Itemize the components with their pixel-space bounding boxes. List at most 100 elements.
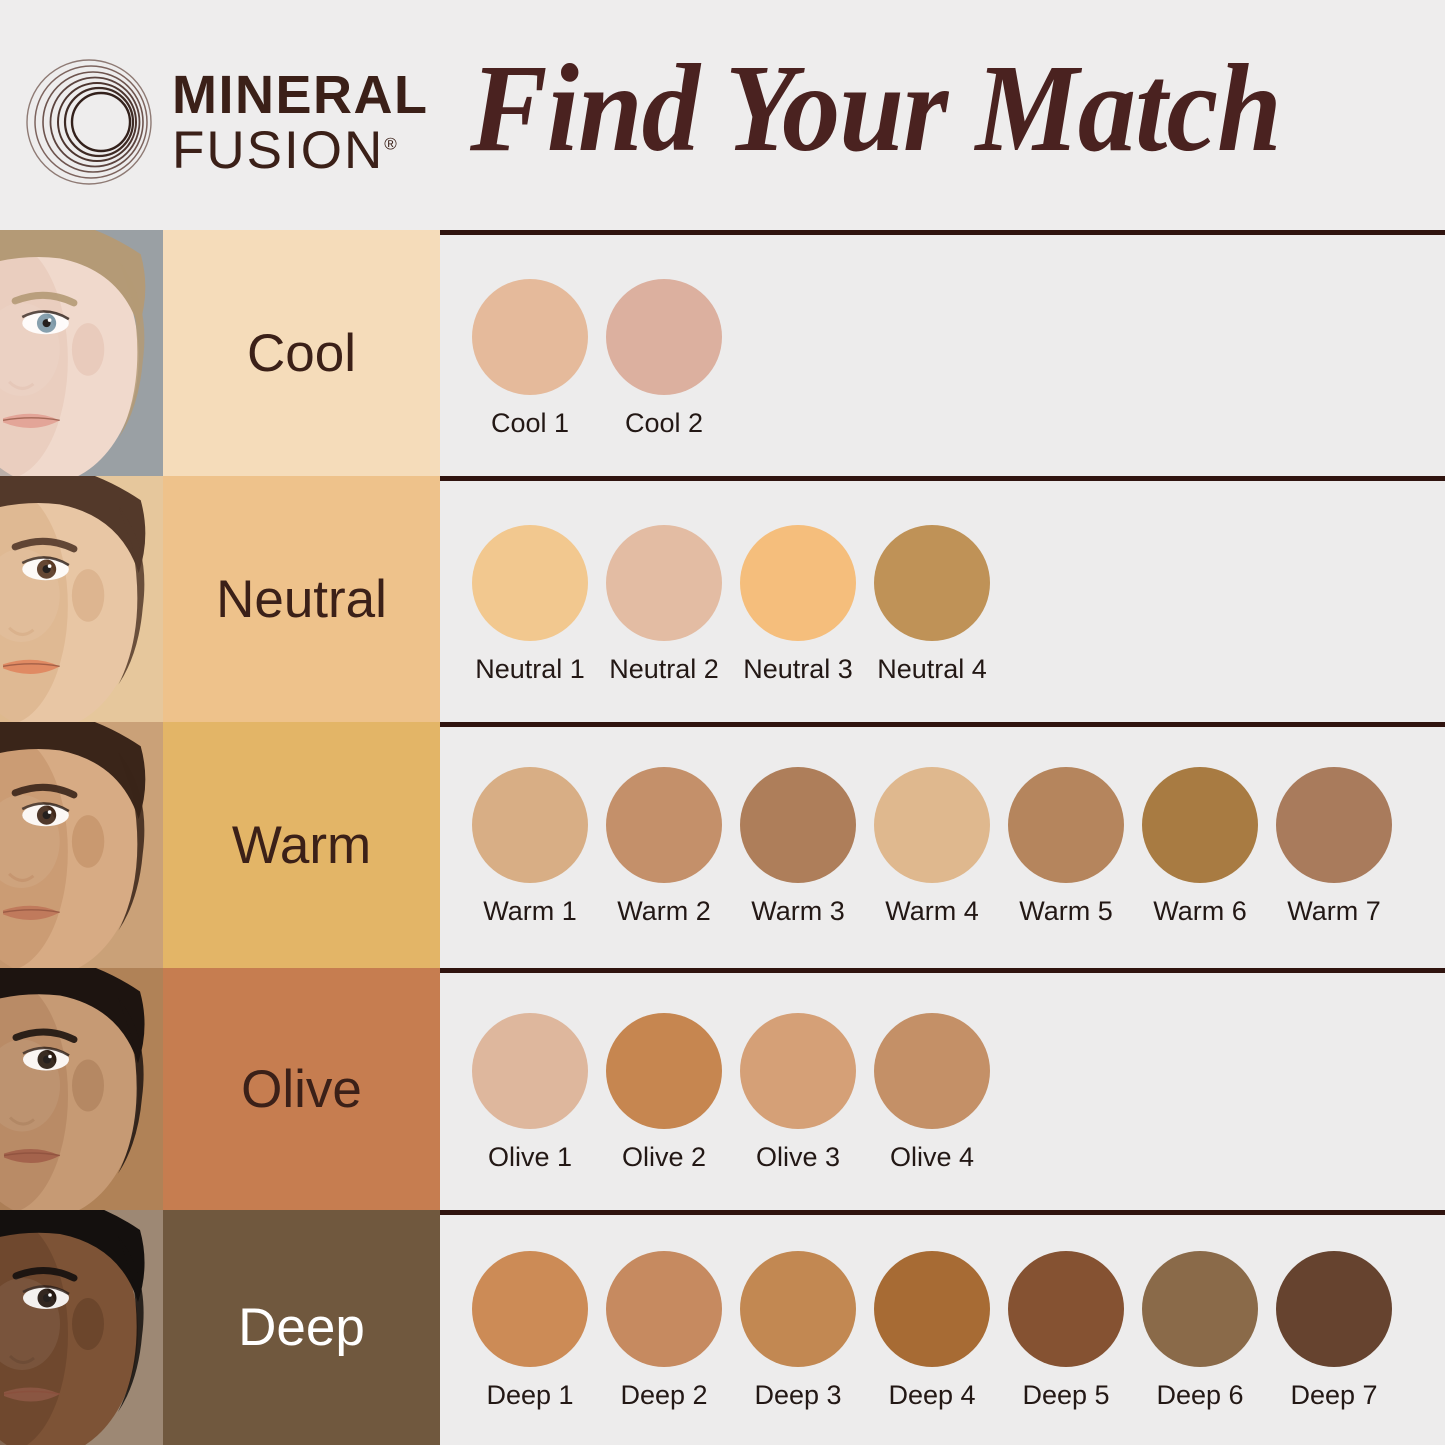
category-cell: Olive [163, 968, 440, 1210]
shade-label: Deep 5 [1022, 1380, 1110, 1410]
shade-label: Olive 2 [621, 1142, 707, 1172]
shade-label: Deep 6 [1156, 1380, 1244, 1410]
shade-color-dot[interactable] [1008, 767, 1124, 883]
shade-label: Deep 2 [620, 1380, 708, 1410]
shade-label: Warm 4 [885, 896, 979, 926]
swatch-strip: Cool 1 Cool 2 [440, 230, 1445, 476]
model-photo [0, 1210, 163, 1445]
shade-label: Warm 7 [1287, 896, 1381, 926]
shade-row: Neutral Neutral 1 Neutral 2 Neutral 3 Ne… [0, 476, 1445, 722]
shade-swatch[interactable]: Deep 4 [874, 1251, 990, 1411]
category-label: Cool [246, 323, 356, 383]
model-photo [0, 968, 163, 1210]
shade-color-dot[interactable] [874, 1251, 990, 1367]
shade-color-dot[interactable] [606, 767, 722, 883]
shade-color-dot[interactable] [606, 1251, 722, 1367]
shade-color-dot[interactable] [472, 525, 588, 641]
shade-color-dot[interactable] [874, 525, 990, 641]
shade-label: Cool 2 [624, 408, 704, 438]
shade-swatch[interactable]: Cool 2 [606, 279, 722, 439]
shade-label: Neutral 1 [475, 654, 585, 684]
shade-color-dot[interactable] [472, 279, 588, 395]
shade-color-dot[interactable] [740, 525, 856, 641]
model-photo [0, 230, 163, 476]
shade-swatch[interactable]: Olive 4 [874, 1013, 990, 1173]
shade-swatch[interactable]: Warm 7 [1276, 767, 1392, 927]
shade-swatch[interactable]: Warm 5 [1008, 767, 1124, 927]
category-cell: Neutral [163, 476, 440, 722]
category-label: Warm [231, 815, 372, 875]
model-photo [0, 476, 163, 722]
shade-label: Olive 1 [487, 1142, 573, 1172]
shade-label: Deep 3 [754, 1380, 842, 1410]
shade-swatch[interactable]: Deep 6 [1142, 1251, 1258, 1411]
shade-row: Cool Cool 1 Cool 2 [0, 230, 1445, 476]
shade-label: Warm 5 [1019, 896, 1113, 926]
shade-color-dot[interactable] [740, 1013, 856, 1129]
shade-swatch[interactable]: Olive 3 [740, 1013, 856, 1173]
shade-color-dot[interactable] [472, 1013, 588, 1129]
shade-label: Olive 4 [889, 1142, 975, 1172]
shade-label: Warm 3 [751, 896, 845, 926]
category-label: Neutral [216, 569, 387, 629]
shade-label: Warm 1 [483, 896, 577, 926]
shade-color-dot[interactable] [1142, 1251, 1258, 1367]
shade-swatch[interactable]: Deep 5 [1008, 1251, 1124, 1411]
shade-row: Warm Warm 1 Warm 2 Warm 3 Warm 4 [0, 722, 1445, 968]
shade-swatch[interactable]: Neutral 4 [874, 525, 990, 685]
shade-color-dot[interactable] [1142, 767, 1258, 883]
concentric-circles-logo-icon [24, 58, 154, 186]
category-label: Olive [241, 1059, 362, 1119]
shade-swatch[interactable]: Deep 3 [740, 1251, 856, 1411]
shade-color-dot[interactable] [874, 1013, 990, 1129]
registered-trademark-icon: ® [384, 133, 399, 153]
shade-swatch[interactable]: Cool 1 [472, 279, 588, 439]
shade-swatch[interactable]: Olive 1 [472, 1013, 588, 1173]
shade-swatch[interactable]: Neutral 3 [740, 525, 856, 685]
shade-swatch[interactable]: Warm 1 [472, 767, 588, 927]
shade-color-dot[interactable] [740, 767, 856, 883]
shade-swatch[interactable]: Neutral 1 [472, 525, 588, 685]
shade-label: Olive 3 [755, 1142, 841, 1172]
shade-color-dot[interactable] [874, 767, 990, 883]
shade-color-dot[interactable] [606, 279, 722, 395]
page-title: Find Your Match [470, 40, 1282, 178]
shade-swatch[interactable]: Neutral 2 [606, 525, 722, 685]
shade-label: Deep 4 [888, 1380, 976, 1410]
shade-color-dot[interactable] [1276, 1251, 1392, 1367]
brand-logo: MINERAL FUSION® [24, 58, 428, 186]
shade-color-dot[interactable] [472, 1251, 588, 1367]
shade-label: Warm 6 [1153, 896, 1247, 926]
shade-label: Warm 2 [617, 896, 711, 926]
shade-label: Cool 1 [490, 408, 570, 438]
category-cell: Warm [163, 722, 440, 968]
shade-color-dot[interactable] [1008, 1251, 1124, 1367]
shade-color-dot[interactable] [606, 1013, 722, 1129]
shade-label: Neutral 4 [877, 654, 987, 684]
shade-label: Deep 1 [486, 1380, 574, 1410]
swatch-strip: Warm 1 Warm 2 Warm 3 Warm 4 Warm 5 Warm … [440, 722, 1445, 968]
shade-swatch[interactable]: Warm 3 [740, 767, 856, 927]
shade-label: Neutral 2 [609, 654, 719, 684]
shade-row: Deep Deep 1 Deep 2 Deep 3 Deep 4 [0, 1210, 1445, 1445]
shade-swatch[interactable]: Warm 2 [606, 767, 722, 927]
shade-swatch[interactable]: Deep 2 [606, 1251, 722, 1411]
shade-swatch[interactable]: Warm 4 [874, 767, 990, 927]
shade-color-dot[interactable] [606, 525, 722, 641]
shade-row: Olive Olive 1 Olive 2 Olive 3 Olive 4 [0, 968, 1445, 1210]
shade-swatch[interactable]: Warm 6 [1142, 767, 1258, 927]
model-photo [0, 722, 163, 968]
brand-wordmark: MINERAL FUSION® [172, 68, 428, 177]
shade-swatch[interactable]: Deep 7 [1276, 1251, 1392, 1411]
shade-color-dot[interactable] [740, 1251, 856, 1367]
shade-swatch[interactable]: Deep 1 [472, 1251, 588, 1411]
category-cell: Cool [163, 230, 440, 476]
shade-color-dot[interactable] [472, 767, 588, 883]
page-header: MINERAL FUSION® Find Your Match [0, 0, 1445, 230]
swatch-strip: Olive 1 Olive 2 Olive 3 Olive 4 [440, 968, 1445, 1210]
shade-swatch[interactable]: Olive 2 [606, 1013, 722, 1173]
shade-table: Cool Cool 1 Cool 2 [0, 230, 1445, 1445]
brand-name-line1: MINERAL [172, 64, 429, 125]
shade-color-dot[interactable] [1276, 767, 1392, 883]
